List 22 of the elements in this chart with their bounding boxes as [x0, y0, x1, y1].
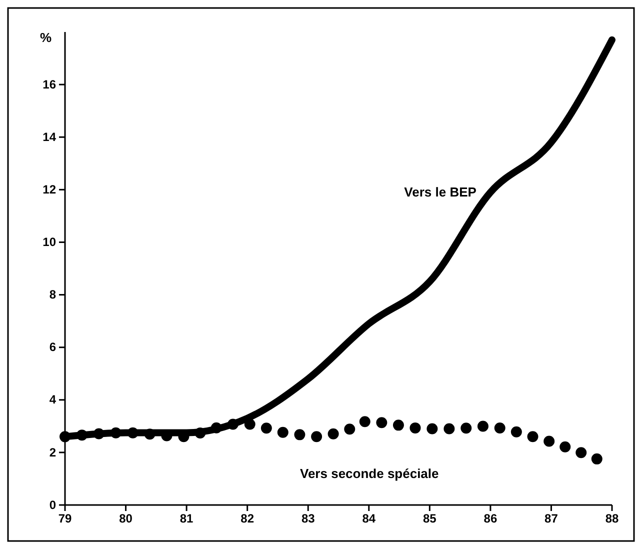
- y-tick-label: 16: [42, 77, 56, 92]
- x-tick-label: 85: [422, 512, 437, 526]
- y-tick-label: 0: [49, 498, 56, 512]
- y-tick-label: 6: [49, 340, 56, 354]
- x-tick-label: 80: [119, 512, 133, 526]
- x-tick-label: 81: [180, 512, 194, 526]
- text: Vers seconde spéciale: [300, 466, 439, 481]
- y-tick-label: 12: [42, 182, 56, 197]
- x-tick-label: 82: [240, 512, 254, 526]
- y-axis-title: %: [40, 30, 52, 45]
- x-tick-label: 87: [544, 512, 558, 526]
- y-tick-label: 8: [49, 288, 56, 302]
- x-tick-label: 79: [58, 512, 72, 526]
- x-tick-label: 83: [301, 512, 316, 526]
- y-tick-label: 14: [42, 130, 56, 144]
- y-tick-label: 4: [49, 392, 56, 407]
- x-tick-label: 84: [362, 512, 376, 526]
- y-tick-label: 10: [42, 235, 56, 250]
- x-tick-label: 86: [484, 512, 498, 526]
- y-tick-label: 2: [49, 445, 56, 460]
- series-label: Vers le BEP: [404, 184, 477, 200]
- x-tick-label: 88: [605, 512, 619, 526]
